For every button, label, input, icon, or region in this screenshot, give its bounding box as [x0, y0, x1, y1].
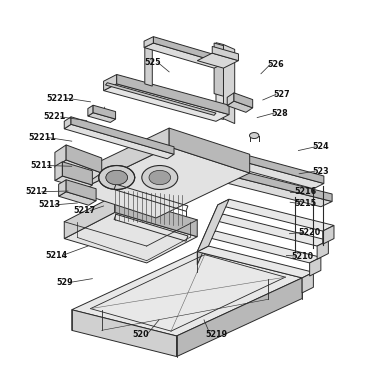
Ellipse shape	[106, 170, 127, 185]
Polygon shape	[64, 196, 115, 239]
Polygon shape	[186, 149, 324, 189]
Polygon shape	[323, 226, 334, 244]
Polygon shape	[234, 93, 253, 108]
Ellipse shape	[149, 170, 171, 185]
Polygon shape	[218, 199, 334, 231]
Text: 5214: 5214	[46, 251, 68, 260]
Polygon shape	[62, 162, 92, 185]
Polygon shape	[55, 176, 92, 190]
Polygon shape	[176, 278, 302, 356]
Polygon shape	[64, 212, 197, 263]
Polygon shape	[88, 113, 116, 123]
Ellipse shape	[250, 133, 259, 138]
Polygon shape	[175, 157, 186, 170]
Text: 5221: 5221	[44, 112, 66, 121]
Polygon shape	[310, 257, 321, 276]
Polygon shape	[186, 141, 197, 154]
Polygon shape	[169, 128, 250, 173]
Text: 525: 525	[144, 58, 161, 67]
Polygon shape	[216, 42, 223, 120]
Text: 5217: 5217	[74, 206, 96, 215]
Text: 52212: 52212	[46, 94, 74, 103]
Polygon shape	[71, 117, 174, 154]
Polygon shape	[212, 46, 238, 61]
Polygon shape	[186, 157, 332, 202]
Polygon shape	[115, 196, 197, 237]
Polygon shape	[175, 165, 332, 207]
Polygon shape	[66, 180, 96, 201]
Polygon shape	[64, 117, 71, 129]
Polygon shape	[106, 83, 216, 115]
Polygon shape	[55, 145, 66, 167]
Polygon shape	[223, 44, 235, 124]
Polygon shape	[117, 74, 229, 115]
Text: 523: 523	[313, 167, 329, 176]
Polygon shape	[64, 124, 174, 159]
Text: 5219: 5219	[205, 331, 227, 340]
Text: 5212: 5212	[25, 187, 47, 196]
Ellipse shape	[99, 165, 135, 190]
Polygon shape	[104, 74, 117, 91]
Text: 520: 520	[133, 331, 149, 340]
Text: 528: 528	[271, 109, 288, 118]
Text: 526: 526	[267, 60, 284, 69]
Polygon shape	[212, 214, 328, 246]
Polygon shape	[93, 105, 116, 119]
Polygon shape	[144, 36, 153, 47]
Polygon shape	[72, 310, 176, 356]
Text: 527: 527	[273, 90, 290, 99]
Polygon shape	[227, 101, 253, 112]
Text: 5211: 5211	[31, 161, 53, 170]
Polygon shape	[75, 128, 169, 192]
Text: 52211: 52211	[28, 133, 56, 142]
Polygon shape	[55, 160, 102, 180]
Polygon shape	[153, 36, 223, 64]
Polygon shape	[55, 162, 62, 180]
Polygon shape	[197, 246, 313, 278]
Polygon shape	[197, 141, 324, 183]
Polygon shape	[145, 47, 152, 86]
Polygon shape	[214, 43, 223, 96]
Polygon shape	[197, 205, 218, 265]
Polygon shape	[59, 180, 66, 196]
Polygon shape	[88, 105, 93, 116]
Text: 524: 524	[313, 142, 329, 151]
Polygon shape	[104, 84, 229, 121]
Polygon shape	[75, 147, 250, 218]
Text: 5210: 5210	[291, 252, 313, 261]
Polygon shape	[59, 192, 96, 205]
Polygon shape	[197, 199, 229, 252]
Polygon shape	[302, 272, 313, 293]
Polygon shape	[227, 93, 234, 106]
Text: 5220: 5220	[298, 228, 321, 237]
Polygon shape	[145, 42, 164, 49]
Text: 5216: 5216	[295, 187, 317, 196]
Polygon shape	[197, 53, 238, 68]
Polygon shape	[205, 231, 321, 263]
Text: 5213: 5213	[38, 200, 60, 209]
Polygon shape	[72, 252, 302, 336]
Polygon shape	[66, 145, 102, 173]
Polygon shape	[144, 43, 223, 68]
Polygon shape	[317, 240, 328, 259]
Text: 529: 529	[56, 278, 73, 287]
Text: 5215: 5215	[295, 199, 317, 208]
Ellipse shape	[142, 165, 178, 190]
